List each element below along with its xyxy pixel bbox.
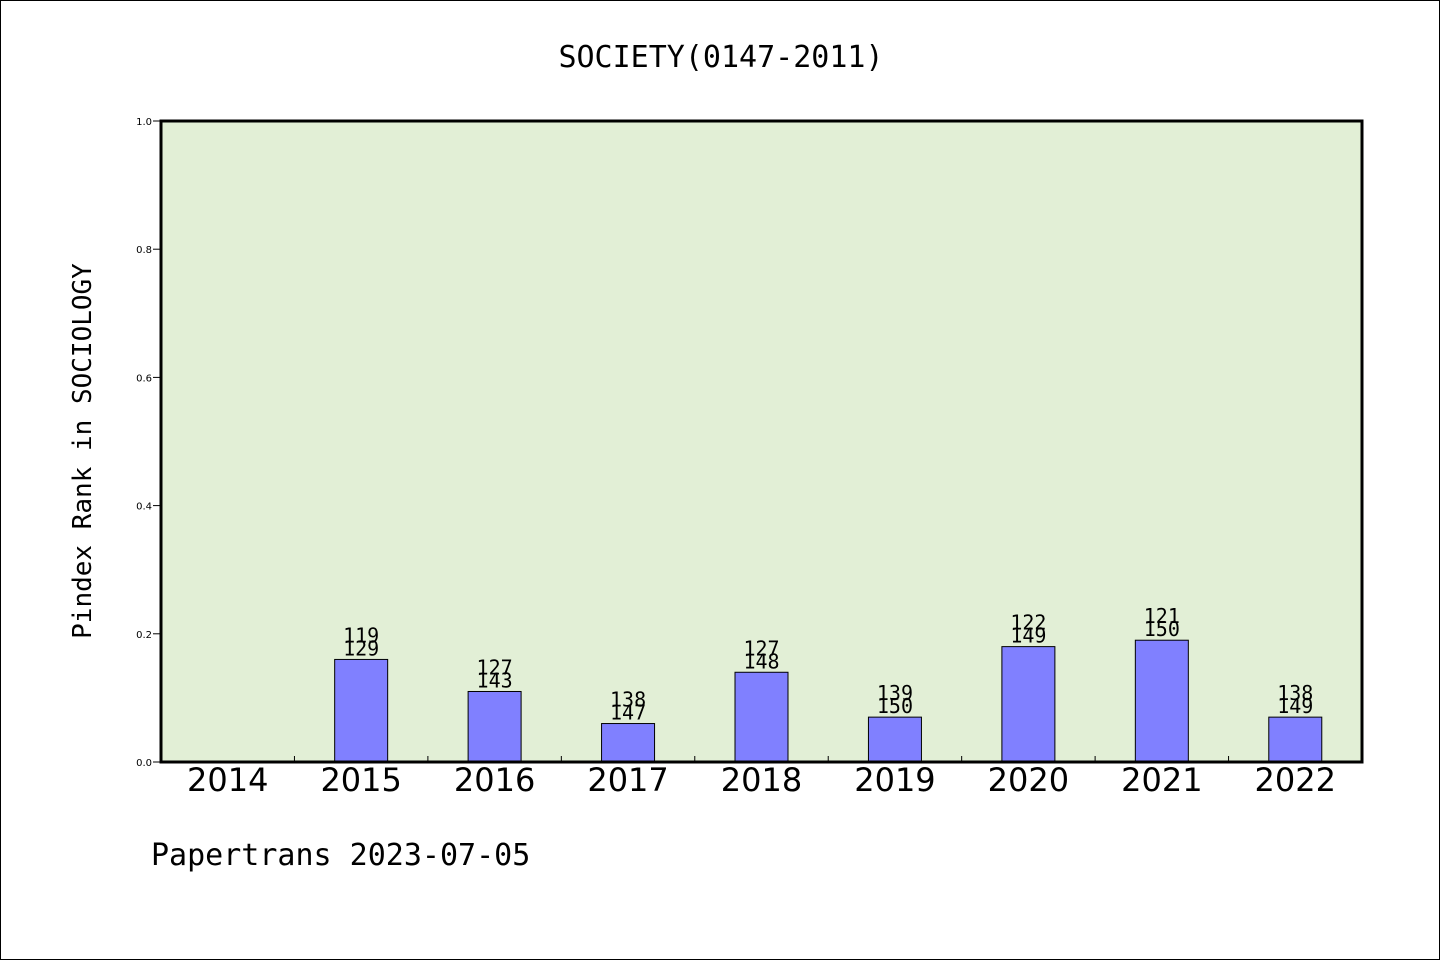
y-tick-label: 0.8 [136, 245, 152, 256]
bar-label-bottom: 147 [610, 701, 646, 725]
bar-label-top: 138 [610, 688, 646, 712]
x-tick-label: 2018 [721, 761, 802, 799]
x-tick-label: 2014 [187, 761, 268, 799]
bar [334, 658, 389, 763]
x-tick-label: 2016 [454, 761, 535, 799]
bar [601, 723, 656, 763]
y-tick-label: 0.6 [136, 373, 152, 384]
bar-label-bottom: 148 [743, 649, 779, 673]
bar-label-top: 119 [343, 623, 379, 647]
y-tick-label: 0.4 [136, 502, 152, 513]
chart-title: SOCIETY(0147-2011) [558, 40, 883, 75]
bar [734, 671, 789, 763]
bar-label-bottom: 149 [1010, 624, 1046, 648]
bar-label-top: 139 [877, 681, 913, 705]
bar-label-bottom: 129 [343, 636, 379, 660]
x-tick-label: 2017 [587, 761, 668, 799]
bar-label-bottom: 150 [877, 694, 913, 718]
x-tick-label: 2022 [1255, 761, 1336, 799]
bar-label-top: 127 [743, 636, 779, 660]
plot-border [159, 119, 1364, 764]
plot-area: 0.00.20.40.60.81.02014119129201512714320… [136, 117, 1364, 799]
y-axis-label: Pindex Rank in SOCIOLOGY [68, 263, 98, 639]
bar [867, 716, 922, 763]
bar-label-top: 121 [1144, 604, 1180, 628]
x-tick-label: 2019 [854, 761, 935, 799]
footer-text: Papertrans 2023-07-05 [151, 838, 530, 873]
bar-label-bottom: 149 [1277, 694, 1313, 718]
bar [1134, 639, 1189, 763]
bar-label-top: 138 [1277, 681, 1313, 705]
y-tick-label: 1.0 [136, 117, 152, 128]
x-tick-label: 2021 [1121, 761, 1202, 799]
x-tick-label: 2020 [988, 761, 1069, 799]
bar-label-top: 127 [477, 655, 513, 679]
x-tick-label: 2015 [320, 761, 401, 799]
bar-label-bottom: 143 [477, 668, 513, 692]
y-tick-label: 0.0 [136, 758, 152, 769]
bar [1001, 646, 1056, 763]
bar-label-bottom: 150 [1144, 617, 1180, 641]
y-tick-label: 0.2 [136, 630, 152, 641]
bar [467, 690, 522, 763]
bar-label-top: 122 [1010, 611, 1046, 635]
bar [1268, 716, 1323, 763]
